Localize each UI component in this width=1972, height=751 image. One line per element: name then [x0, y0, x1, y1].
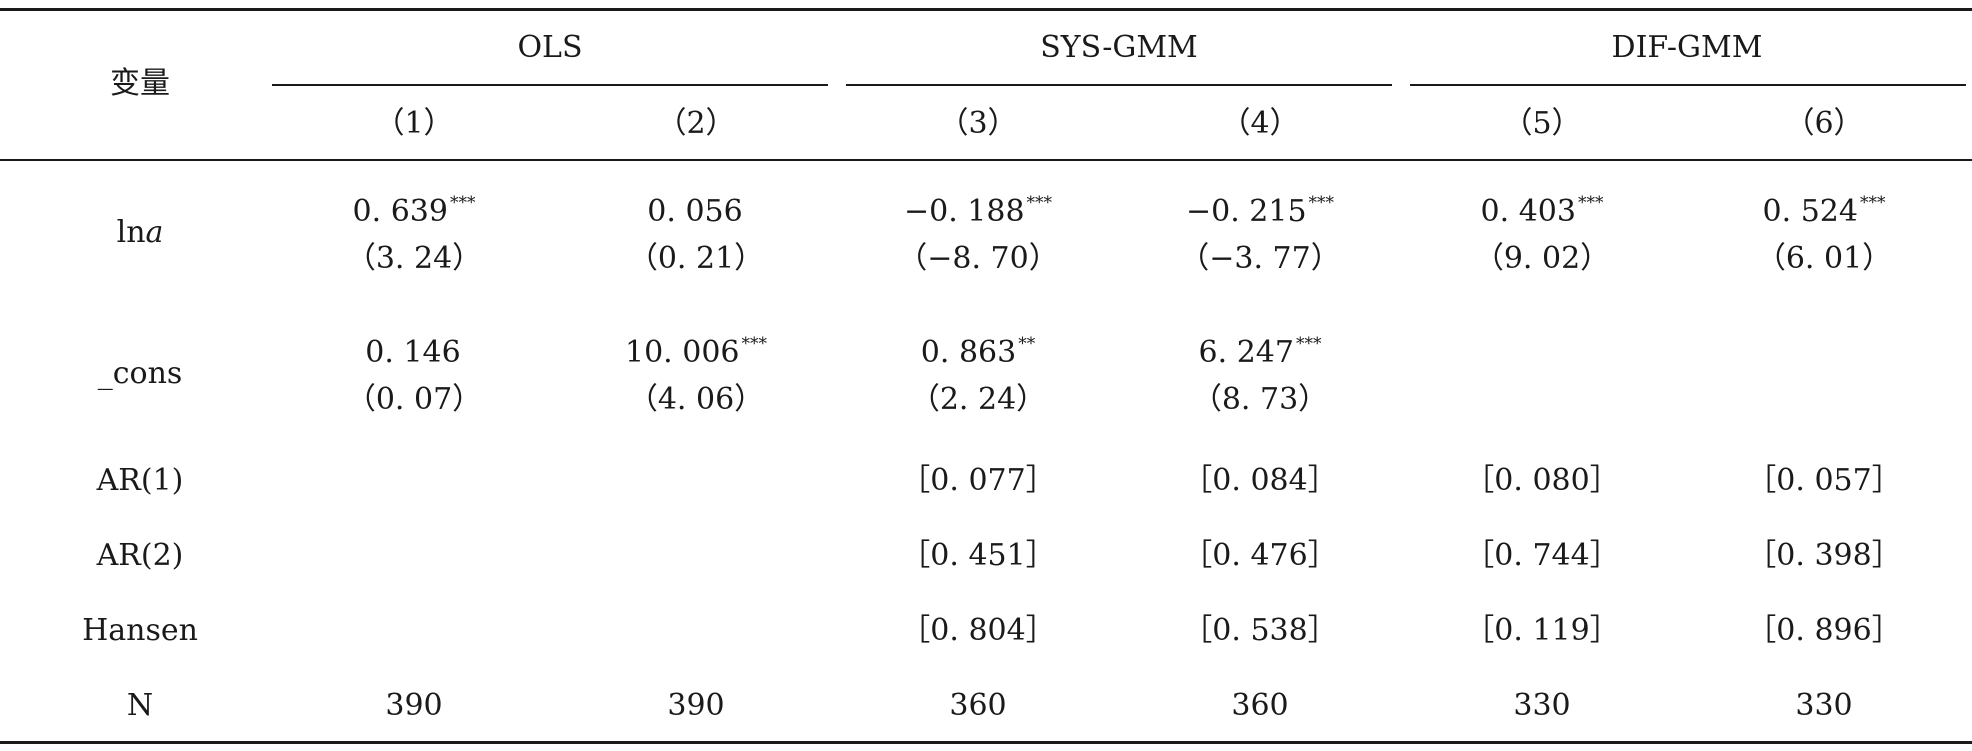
row-label-hansen: Hansen [82, 613, 198, 648]
top-rule [0, 8, 1972, 11]
n-5: 330 [1513, 688, 1571, 723]
row-label-ar1: AR(1) [96, 463, 184, 498]
coef-lna-6: 0. 524 *** [1724, 185, 1924, 230]
group-header-dif-gmm: DIF-GMM [1611, 30, 1763, 65]
group-rule-sys-gmm [846, 84, 1392, 86]
hansen-5: ［0. 119］ [1464, 613, 1620, 648]
hansen-3: ［0. 804］ [900, 613, 1056, 648]
ar1-5: ［0. 080］ [1464, 463, 1620, 498]
coef-lna-3: −0. 188 *** [878, 185, 1078, 230]
italic-suffix: a [145, 215, 164, 250]
tstat-cons-2: （4. 06） [627, 382, 765, 417]
significance-stars: ** [1018, 334, 1036, 354]
ar1-3: ［0. 077］ [900, 463, 1056, 498]
coef-cons-4: 6. 247 *** [1160, 326, 1360, 371]
coef-cons-1: 0. 146 [314, 326, 514, 371]
group-rule-dif-gmm [1410, 84, 1966, 86]
row-label-n: N [126, 688, 154, 723]
bottom-rule [0, 741, 1972, 744]
significance-stars: *** [1577, 193, 1604, 213]
coef-value: 0. 056 [647, 194, 743, 229]
n-3: 360 [949, 688, 1007, 723]
tstat-lna-2: （0. 21） [627, 241, 765, 276]
column-number-3: （3） [938, 106, 1018, 141]
row-label-cons: _cons [97, 356, 183, 391]
coef-value: −0. 215 [1185, 194, 1307, 229]
significance-stars: *** [449, 193, 476, 213]
coef-value: 6. 247 [1198, 335, 1294, 370]
coef-value: 10. 006 [624, 335, 740, 370]
column-number-5: （5） [1502, 106, 1582, 141]
tstat-cons-3: （2. 24） [909, 382, 1047, 417]
ar1-4: ［0. 084］ [1182, 463, 1338, 498]
group-header-ols: OLS [517, 30, 583, 65]
tstat-lna-1: （3. 24） [345, 241, 483, 276]
coef-value: 0. 863 [920, 335, 1017, 370]
tstat-cons-4: （8. 73） [1191, 382, 1329, 417]
coef-value: 0. 524 [1762, 194, 1858, 229]
column-number-2: （2） [656, 106, 736, 141]
row-label-ar2: AR(2) [96, 538, 184, 573]
n-1: 390 [385, 688, 443, 723]
column-number-1: （1） [374, 106, 454, 141]
n-2: 390 [667, 688, 725, 723]
significance-stars: *** [1026, 193, 1053, 213]
group-rule-ols [272, 84, 828, 86]
coef-value: 0. 146 [365, 335, 461, 370]
coef-lna-2: 0. 056 [596, 185, 796, 230]
significance-stars: *** [1859, 193, 1886, 213]
tstat-cons-1: （0. 07） [345, 382, 483, 417]
column-number-6: （6） [1784, 106, 1864, 141]
header-rule [0, 159, 1972, 161]
ar2-4: ［0. 476］ [1182, 538, 1338, 573]
row-label-lna: lna [60, 215, 220, 251]
column-number-4: （4） [1220, 106, 1300, 141]
row-label-text: lna [116, 215, 164, 250]
coef-lna-5: 0. 403 *** [1442, 185, 1642, 230]
ar2-5: ［0. 744］ [1464, 538, 1620, 573]
coef-value: −0. 188 [903, 194, 1025, 229]
n-4: 360 [1231, 688, 1289, 723]
tstat-lna-4: （−3. 77） [1179, 241, 1341, 276]
tstat-lna-3: （−8. 70） [897, 241, 1059, 276]
coef-lna-1: 0. 639 *** [314, 185, 514, 230]
variable-header: 变量 [110, 66, 170, 101]
coef-cons-3: 0. 863 ** [878, 326, 1078, 371]
significance-stars: *** [1295, 334, 1322, 354]
significance-stars: *** [1308, 193, 1335, 213]
ar1-6: ［0. 057］ [1746, 463, 1902, 498]
tstat-lna-5: （9. 02） [1473, 241, 1611, 276]
ar2-6: ［0. 398］ [1746, 538, 1902, 573]
hansen-4: ［0. 538］ [1182, 613, 1338, 648]
coef-value: 0. 639 [352, 194, 448, 229]
tstat-lna-6: （6. 01） [1755, 241, 1893, 276]
coef-value: 0. 403 [1480, 194, 1576, 229]
ar2-3: ［0. 451］ [900, 538, 1056, 573]
coef-lna-4: −0. 215 *** [1160, 185, 1360, 230]
group-header-sys-gmm: SYS-GMM [1040, 30, 1198, 65]
n-6: 330 [1795, 688, 1853, 723]
coef-cons-2: 10. 006 *** [596, 326, 796, 371]
significance-stars: *** [741, 334, 768, 354]
hansen-6: ［0. 896］ [1746, 613, 1902, 648]
